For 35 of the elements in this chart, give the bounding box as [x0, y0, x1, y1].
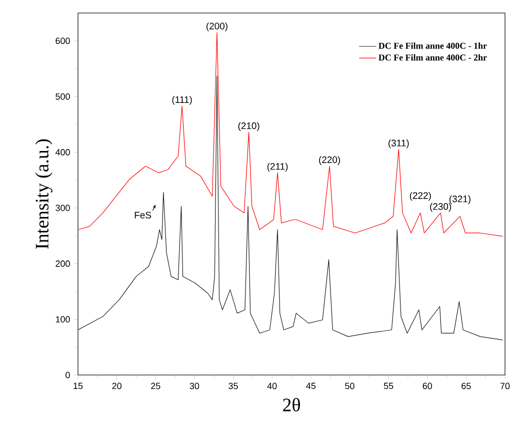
annotation: (210) — [238, 122, 260, 131]
y-axis-title: Intensity (a.u.) — [35, 139, 52, 249]
annotation: (311) — [388, 139, 409, 148]
legend-label: DC Fe Film anne 400C - 1hr — [378, 42, 487, 49]
annotation: FeS — [134, 212, 152, 218]
x-tick-label: 35 — [228, 382, 238, 390]
line-series — [78, 32, 503, 237]
x-tick-label: 15 — [74, 382, 83, 390]
x-tick-label: 20 — [112, 382, 122, 390]
y-tick-label: 200 — [56, 260, 70, 267]
x-tick-label: 50 — [345, 382, 354, 390]
annotation: (211) — [267, 162, 288, 172]
x-tick-label: 30 — [190, 382, 200, 390]
y-tick-label: 400 — [55, 149, 70, 156]
y-tick-label: 600 — [56, 38, 70, 44]
line-series — [78, 76, 503, 340]
y-tick-label: 500 — [56, 93, 70, 100]
y-tick-label: 100 — [56, 316, 70, 322]
x-tick-label: 55 — [384, 382, 394, 390]
x-tick-label: 25 — [151, 382, 160, 390]
x-tick-label: 60 — [422, 382, 432, 390]
x-axis-title: 2θ — [283, 398, 300, 412]
annotation: (321) — [450, 195, 470, 204]
x-tick-label: 65 — [462, 382, 471, 390]
x-tick-label: 70 — [500, 382, 510, 390]
annotation: (200) — [206, 22, 228, 32]
x-tick-label: 45 — [306, 382, 316, 390]
legend-label: DC Fe Film anne 400C - 2hr — [378, 54, 487, 61]
x-tick-label: 40 — [267, 382, 277, 390]
y-tick-label: 300 — [56, 204, 70, 212]
annotation: (230) — [430, 202, 452, 212]
annotation: (220) — [319, 156, 340, 165]
annotation: (111) — [172, 96, 192, 105]
annotation: (222) — [410, 192, 431, 201]
y-tick-label: 0 — [66, 372, 70, 378]
